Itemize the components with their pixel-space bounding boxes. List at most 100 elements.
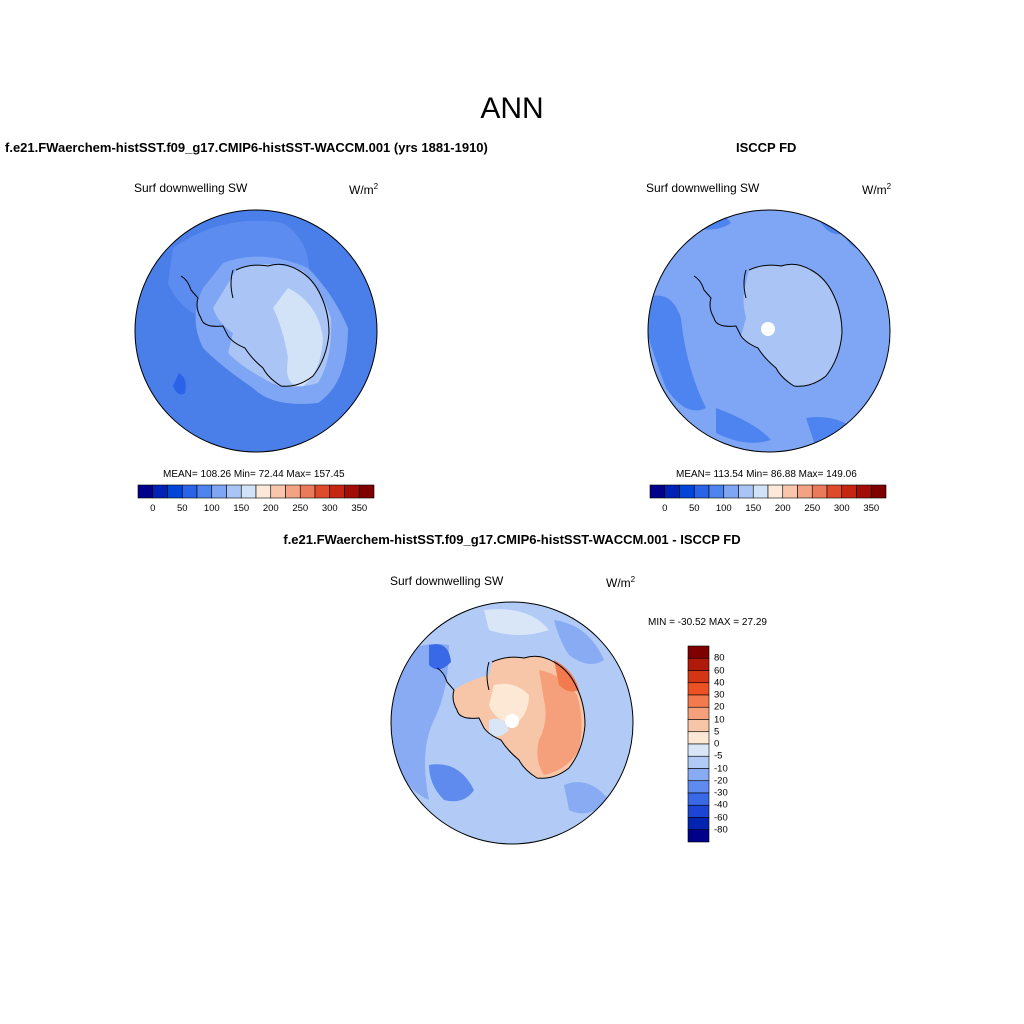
region-field: [741, 264, 842, 387]
colorbar-tick-label: -20: [714, 775, 728, 787]
colorbar-swatch: [181, 484, 198, 499]
region-field: [716, 408, 771, 443]
colorbar-ticks-diff: 80 60 40 30 20 10 5 0 -5 -10 -20 -30 -40 -60 -80: [688, 646, 748, 842]
colorbar-tick-label: -5: [714, 750, 723, 762]
colorbar-tick-label: 5: [714, 726, 720, 738]
colorbar-swatch: [240, 484, 257, 499]
region-field: [554, 660, 579, 692]
colorbar-tick-label: 10: [714, 714, 725, 725]
region-field: [537, 670, 582, 775]
region-field: [273, 288, 323, 387]
map-border: [390, 601, 634, 845]
colorbar-tick-label: 80: [714, 652, 725, 664]
map-model: [134, 209, 378, 453]
missing-data: [505, 714, 519, 728]
colorbar-swatch: [137, 484, 154, 499]
coastline: [436, 655, 586, 779]
colorbar-swatch: [693, 484, 710, 499]
figure-title: ANN: [480, 92, 544, 125]
map-border: [647, 209, 891, 453]
panel-title-diff: f.e21.FWaerchem-histSST.f09_g17.CMIP6-hi…: [283, 532, 741, 547]
colorbar-swatch: [856, 484, 872, 499]
colorbar-tick-label: 150: [745, 503, 762, 514]
colorbar-tick-label: 350: [863, 503, 880, 514]
colorbar-tick-label: 0: [714, 738, 720, 750]
colorbar-swatch: [767, 484, 784, 499]
region-field: [391, 644, 449, 800]
map-diff: [390, 601, 634, 845]
colorbar-swatch: [723, 484, 739, 499]
colorbar-swatch: [152, 484, 168, 499]
units-label-model: W/m2: [349, 182, 379, 197]
colorbar-tick-label: 300: [833, 503, 850, 514]
region-field: [429, 644, 451, 670]
colorbar-tick-label: 0: [662, 503, 668, 514]
colorbar-swatch: [196, 484, 213, 499]
region-field: [429, 764, 474, 802]
colorbar-tick-label: 30: [714, 689, 725, 701]
colorbar-tick-label: 300: [321, 503, 338, 514]
colorbar-tick-label: -80: [714, 824, 728, 836]
region-field: [554, 620, 604, 664]
stats-obs: MEAN= 113.54 Min= 86.88 Max= 149.06: [676, 469, 857, 480]
units-label-diff: W/m2: [606, 575, 636, 590]
region-field: [173, 373, 186, 395]
colorbar-ticks-model: 0 50 100 150 200 250 300 350: [138, 503, 374, 517]
colorbar-tick-label: 50: [176, 503, 188, 514]
colorbar-swatch: [314, 484, 331, 499]
colorbar-obs: [649, 484, 887, 499]
colorbar-tick-label: -40: [714, 799, 728, 811]
colorbar-tick-label: -60: [714, 812, 728, 823]
region-field: [489, 718, 509, 737]
colorbar-swatch: [679, 484, 695, 499]
colorbar-tick-label: 40: [714, 677, 725, 689]
colorbar-swatch: [826, 484, 843, 499]
missing-data: [761, 322, 775, 336]
colorbar-tick-label: 20: [714, 701, 725, 713]
colorbar-swatch: [167, 484, 183, 499]
panel-title-model: f.e21.FWaerchem-histSST.f09_g17.CMIP6-hi…: [5, 140, 488, 155]
stats-diff: MIN = -30.52 MAX = 27.29: [648, 617, 767, 628]
colorbar-swatch: [870, 484, 887, 499]
colorbar-swatch: [358, 484, 375, 499]
region-field: [489, 683, 529, 725]
units-label-obs: W/m2: [862, 182, 892, 197]
map-border: [134, 209, 378, 453]
variable-label-diff: Surf downwelling SW: [390, 574, 504, 588]
colorbar-tick-label: 250: [804, 503, 821, 514]
region-field: [564, 782, 609, 814]
variable-label-obs: Surf downwelling SW: [646, 181, 760, 195]
colorbar-tick-label: 60: [714, 665, 725, 676]
colorbar-tick-label: 250: [292, 503, 309, 514]
coastline: [693, 263, 843, 387]
colorbar-tick-label: 200: [262, 503, 279, 514]
colorbar-swatch: [344, 484, 360, 499]
colorbar-ticks-obs: 0 50 100 150 200 250 300 350: [650, 503, 886, 517]
map-obs: [647, 209, 891, 453]
colorbar-tick-label: 50: [688, 503, 700, 514]
region-field: [648, 295, 706, 411]
colorbar-tick-label: -10: [714, 763, 728, 774]
colorbar-swatch: [255, 484, 272, 499]
colorbar-swatch: [811, 484, 828, 499]
colorbar-swatch: [226, 484, 242, 499]
colorbar-swatch: [270, 484, 286, 499]
panel-title-obs: ISCCP FD: [736, 140, 797, 155]
colorbar-swatch: [211, 484, 227, 499]
colorbar-tick-label: 150: [233, 503, 250, 514]
colorbar-tick-label: 0: [150, 503, 156, 514]
colorbar-swatch: [664, 484, 680, 499]
colorbar-tick-label: 200: [774, 503, 791, 514]
colorbar-swatch: [299, 484, 316, 499]
coastline: [180, 263, 330, 387]
region-field: [484, 609, 549, 635]
colorbar-tick-label: 100: [715, 503, 732, 514]
colorbar-tick-label: 350: [351, 503, 368, 514]
colorbar-swatch: [329, 484, 345, 499]
colorbar-swatch: [285, 484, 301, 499]
colorbar-model: [137, 484, 375, 499]
colorbar-swatch: [687, 829, 710, 843]
colorbar-swatch: [752, 484, 769, 499]
colorbar-swatch: [738, 484, 754, 499]
colorbar-swatch: [708, 484, 725, 499]
